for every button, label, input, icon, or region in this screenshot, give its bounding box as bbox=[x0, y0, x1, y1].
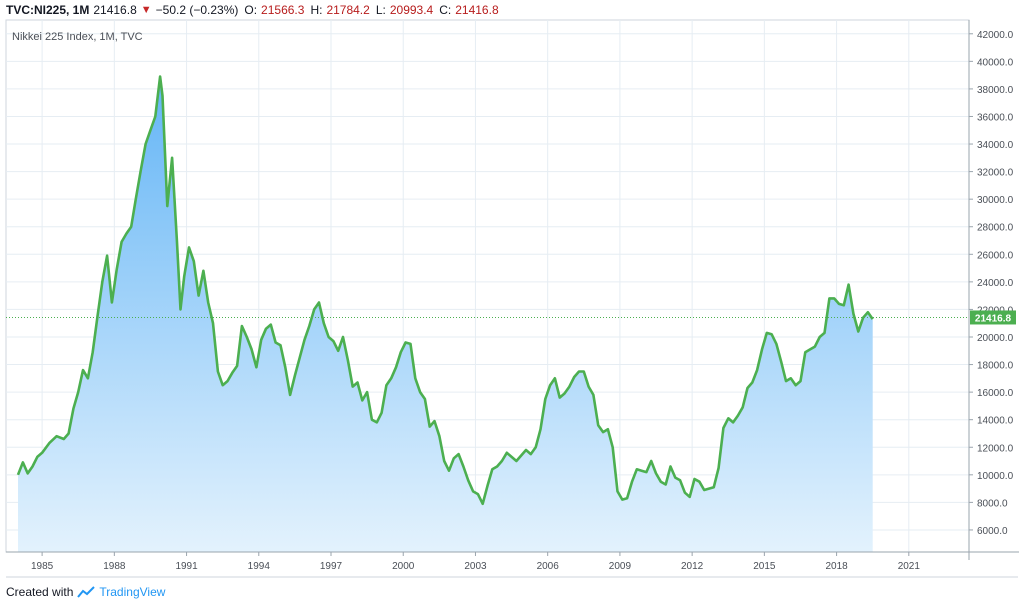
y-tick-label: 30000.0 bbox=[977, 195, 1014, 206]
close-value: 21416.8 bbox=[455, 3, 499, 17]
x-tick-label: 1985 bbox=[31, 561, 54, 572]
x-tick-label: 2006 bbox=[537, 561, 560, 572]
y-tick-label: 28000.0 bbox=[977, 223, 1014, 234]
x-tick-label: 2012 bbox=[681, 561, 704, 572]
last-price-badge-bg bbox=[970, 310, 1016, 325]
y-tick-label: 34000.0 bbox=[977, 140, 1014, 151]
y-tick-label: 8000.0 bbox=[977, 498, 1008, 509]
open-label: O: bbox=[244, 3, 258, 17]
x-tick-label: 1997 bbox=[320, 561, 343, 572]
last-price-badge: 21416.8 bbox=[970, 310, 1016, 325]
down-arrow-icon: ▼ bbox=[140, 4, 152, 16]
tradingview-logo-icon bbox=[77, 586, 96, 598]
y-tick-label: 10000.0 bbox=[977, 471, 1014, 482]
y-tick-label: 20000.0 bbox=[977, 333, 1014, 344]
x-tick-label: 1991 bbox=[175, 561, 198, 572]
y-tick-label: 16000.0 bbox=[977, 388, 1014, 399]
low-value: 20993.4 bbox=[389, 3, 434, 17]
x-tick-label: 2000 bbox=[392, 561, 415, 572]
x-tick-label: 2018 bbox=[825, 561, 848, 572]
x-tick-label: 1994 bbox=[248, 561, 271, 572]
x-tick-label: 2021 bbox=[898, 561, 921, 572]
price-change: −50.2 (−0.23%) bbox=[155, 3, 239, 17]
price-area-fill bbox=[18, 76, 873, 552]
last-price-badge-label: 21416.8 bbox=[975, 313, 1012, 324]
y-tick-label: 26000.0 bbox=[977, 250, 1014, 261]
x-tick-label: 2009 bbox=[609, 561, 632, 572]
y-tick-label: 18000.0 bbox=[977, 361, 1014, 372]
y-tick-label: 36000.0 bbox=[977, 112, 1014, 123]
symbol-header: TVC:NI225, 1M 21416.8 ▼ −50.2 (−0.23%) O… bbox=[6, 2, 499, 18]
x-tick-label: 1988 bbox=[103, 561, 126, 572]
chart-title: Nikkei 225 Index, 1M, TVC bbox=[12, 31, 143, 43]
y-tick-label: 42000.0 bbox=[977, 30, 1014, 41]
y-tick-label: 12000.0 bbox=[977, 443, 1014, 454]
y-tick-label: 14000.0 bbox=[977, 416, 1014, 427]
x-tick-label: 2003 bbox=[464, 561, 487, 572]
open-value: 21566.3 bbox=[261, 3, 305, 17]
high-label: H: bbox=[310, 3, 323, 17]
y-tick-label: 32000.0 bbox=[977, 168, 1014, 179]
chart-axes: 6000.0 8000.0 10000.0 12000.0 14000.0 16000.0… bbox=[6, 20, 1019, 578]
high-value: 21784.2 bbox=[326, 3, 370, 17]
footer: Created with TradingView bbox=[6, 585, 165, 599]
y-tick-label: 40000.0 bbox=[977, 57, 1014, 68]
created-with-label: Created with bbox=[6, 585, 74, 599]
low-label: L: bbox=[375, 3, 386, 17]
last-price: 21416.8 bbox=[93, 3, 137, 17]
y-tick-label: 6000.0 bbox=[977, 526, 1008, 537]
price-line[interactable] bbox=[16, 75, 874, 506]
close-label: C: bbox=[439, 3, 452, 17]
y-tick-label: 38000.0 bbox=[977, 85, 1014, 96]
tradingview-link[interactable]: TradingView bbox=[99, 585, 166, 599]
symbol-label[interactable]: TVC:NI225, 1M bbox=[6, 3, 90, 17]
y-tick-label: 24000.0 bbox=[977, 278, 1014, 289]
x-tick-label: 2015 bbox=[753, 561, 776, 572]
